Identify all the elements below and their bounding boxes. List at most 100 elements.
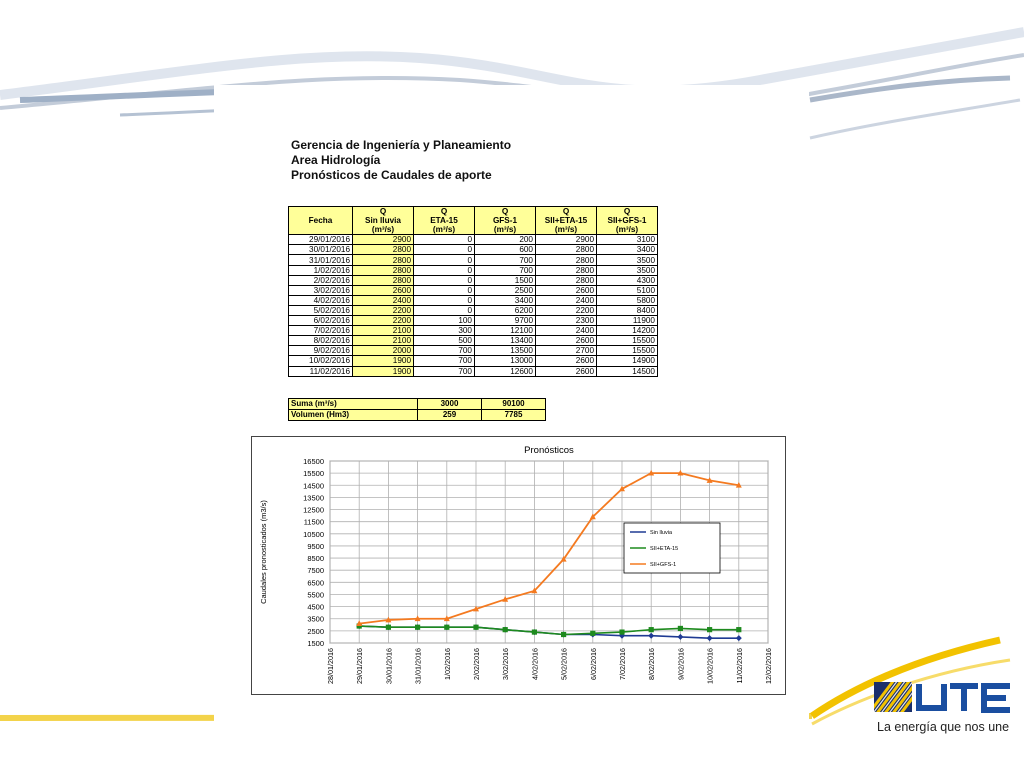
y-tick-label: 5500 [307,590,324,599]
cell-value: 2600 [352,284,414,296]
cell-value: 2200 [352,304,414,317]
y-tick-label: 8500 [307,554,324,563]
cell-value: 0 [413,294,475,306]
header-column: SII+ETA-15 [535,216,597,226]
data-point [677,633,684,640]
forecast-chart: 1500 2500 3500 4500 5500 6500 7500 8500 9500 1050… [259,445,773,684]
cell-fecha: 29/01/2016 [288,234,353,246]
cell-value: 2800 [535,254,597,266]
x-tick-label: 8/02/2016 [647,648,656,680]
y-tick-label: 4500 [307,603,324,612]
data-point [590,630,596,636]
cell-fecha: 6/02/2016 [288,315,353,327]
data-point [385,616,392,623]
cell-fecha: 2/02/2016 [288,274,353,286]
cell-fecha: 3/02/2016 [288,284,353,296]
y-tick-label: 16500 [303,457,324,466]
cell-value: 2900 [352,234,414,246]
cell-value: 3500 [596,264,658,276]
x-tick-label: 5/02/2016 [560,648,569,680]
cell-value: 2200 [352,315,414,327]
cell-value: 2800 [535,244,597,256]
series-line [359,472,739,625]
header-column: GFS-1 [474,216,536,226]
cell-value: 2900 [535,234,597,246]
data-point [415,624,421,630]
y-axis-label: Caudales pronosticados (m3/s) [259,500,268,604]
cell-value: 12100 [474,325,536,337]
x-tick-label: 29/01/2016 [355,648,364,684]
y-tick-label: 2500 [307,627,324,636]
cell-value: 3100 [596,234,658,246]
forecast-table: Q Q Q Q Q Fecha Sin lluvia ETA-15 GFS-1 … [288,206,658,377]
ute-logo [874,682,1010,713]
data-point [356,623,362,629]
cell-value: 1500 [474,274,536,286]
cell-value: 3500 [596,254,658,266]
heading-gerencia: Gerencia de Ingeniería y Planeamiento [291,138,512,152]
chart-title: Pronósticos [524,445,574,456]
y-tick-label: 12500 [303,506,324,515]
cell-fecha: 8/02/2016 [288,335,353,347]
cell-value: 2800 [352,274,414,286]
data-point [502,627,508,633]
table-row: 4/02/2016 2400 0 3400 2400 5800 [288,294,658,306]
cell-fecha: 10/02/2016 [288,355,353,367]
cell-value: 13400 [474,335,536,347]
data-point [619,632,625,639]
y-tick-label: 7500 [307,566,324,575]
data-point [560,555,567,562]
data-point [707,627,713,633]
x-tick-label: 4/02/2016 [530,648,539,680]
suma-label: Suma (m³/s) [288,398,418,410]
header-unit: (m³/s) [352,225,414,236]
cell-value: 700 [413,345,475,357]
data-point [619,485,625,492]
cell-value: 2200 [535,304,597,317]
x-tick-label: 3/02/2016 [501,648,510,680]
volumen-label: Volumen (Hm3) [288,409,418,421]
cell-value: 2100 [352,325,414,337]
cell-fecha: 30/01/2016 [288,244,353,256]
cell-value: 1900 [352,365,414,377]
legend-entry: SII+ETA-15 [650,546,678,552]
cell-value: 2600 [535,355,597,367]
cell-value: 0 [413,234,475,246]
table-row: 7/02/2016 2100 300 12100 2400 14200 [288,325,658,337]
header-q: Q [352,206,414,217]
data-point [735,481,742,488]
cell-value: 700 [474,264,536,276]
cell-value: 0 [413,304,475,317]
x-tick-label: 7/02/2016 [618,648,627,680]
cell-value: 12600 [474,365,536,377]
cell-value: 2700 [535,345,597,357]
table-row: 9/02/2016 2000 700 13500 2700 15500 [288,345,658,357]
cell-value: 0 [413,254,475,266]
cell-value: 700 [413,365,475,377]
x-tick-label: 6/02/2016 [589,648,598,680]
legend-entry: SII+GFS-1 [650,562,676,568]
data-point [619,629,625,635]
y-tick-label: 14500 [303,481,324,490]
y-tick-label: 3500 [307,615,324,624]
suma-gfs: 90100 [481,398,546,410]
cell-value: 2800 [352,254,414,266]
cell-fecha: 5/02/2016 [288,304,353,317]
data-point [443,615,450,622]
data-point [444,624,450,630]
table-row: 29/01/2016 2900 0 200 2900 3100 [288,234,658,246]
data-point [648,469,655,476]
data-point [706,635,713,642]
header-column: ETA-15 [413,216,475,226]
data-point [735,635,742,642]
heading-pronosticos: Pronósticos de Caudales de aporte [291,168,492,182]
cell-value: 2400 [535,325,597,337]
data-point [385,624,391,630]
cell-value: 2500 [474,284,536,296]
cell-value: 14500 [596,365,658,377]
cell-value: 300 [413,325,475,337]
header-q: Q [474,206,536,217]
cell-value: 5100 [596,284,658,296]
cell-value: 700 [474,254,536,266]
table-row: 31/01/2016 2800 0 700 2800 3500 [288,254,658,266]
